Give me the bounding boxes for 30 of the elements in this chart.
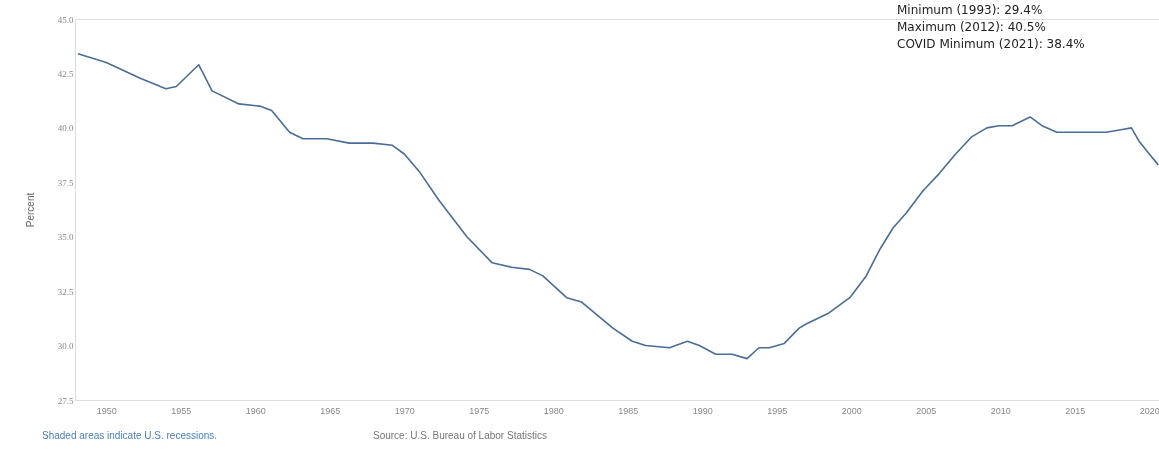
x-tick-label: 1980 (543, 405, 564, 416)
x-tick-label: 1985 (618, 405, 639, 416)
y-axis-title: Percent (24, 192, 36, 228)
annotation: Maximum (2012): 40.5% (897, 20, 1046, 34)
line-series (77, 53, 1159, 360)
x-tick-label: 1975 (469, 405, 490, 416)
x-tick-label: 2010 (990, 405, 1011, 416)
y-tick-label: 27.5 (57, 395, 74, 406)
x-tick-label: 2005 (916, 405, 937, 416)
x-tick-label: 1960 (245, 405, 266, 416)
y-tick-label: 37.5 (57, 177, 74, 188)
y-tick-label: 45.0 (57, 14, 74, 25)
text: Shaded areas indicate U.S. recessions. (42, 430, 218, 441)
y-tick-label: 35.0 (57, 232, 74, 243)
x-tick-label: 1970 (394, 405, 415, 416)
x-tick-label: 1965 (320, 405, 341, 416)
annotation: COVID Minimum (2021): 38.4% (897, 37, 1085, 51)
y-tick-label: 40.0 (57, 123, 74, 134)
y-tick-label: 42.5 (57, 68, 74, 79)
x-tick-label: 2000 (841, 405, 862, 416)
x-tick-label: 2020 (1139, 405, 1159, 416)
y-tick-label: 32.5 (57, 286, 74, 297)
x-tick-label: 1950 (96, 405, 117, 416)
x-tick-label: 1995 (767, 405, 788, 416)
x-tick-label: 1955 (171, 405, 192, 416)
y-tick-label: 30.0 (57, 341, 74, 352)
source-note: Source: U.S. Bureau of Labor Statistics (373, 430, 547, 441)
x-tick-label: 2015 (1065, 405, 1086, 416)
text: Minimum (1993): 29.4% (897, 3, 1043, 17)
x-tick-label: 1990 (692, 405, 713, 416)
